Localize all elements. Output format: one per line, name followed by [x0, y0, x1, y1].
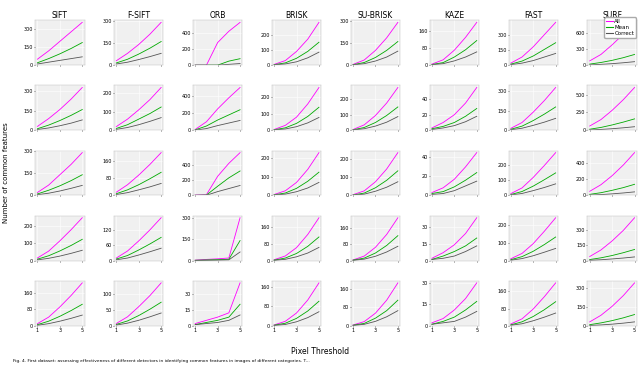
Text: Fig. 4. First dataset: assessing effectiveness of different detectors in identif: Fig. 4. First dataset: assessing effecti… — [13, 360, 310, 363]
Title: ORB: ORB — [209, 11, 226, 20]
Title: KAZE: KAZE — [444, 11, 465, 20]
Title: SU-BRISK: SU-BRISK — [358, 11, 393, 20]
Title: FAST: FAST — [524, 11, 542, 20]
Title: F-SIFT: F-SIFT — [127, 11, 150, 20]
Text: Pixel Threshold: Pixel Threshold — [291, 347, 349, 356]
Text: Number of common features: Number of common features — [3, 123, 10, 223]
Title: BRISK: BRISK — [285, 11, 308, 20]
Title: SURF: SURF — [602, 11, 622, 20]
Title: SIFT: SIFT — [52, 11, 68, 20]
Legend: All, Mean, Correct: All, Mean, Correct — [604, 18, 636, 38]
